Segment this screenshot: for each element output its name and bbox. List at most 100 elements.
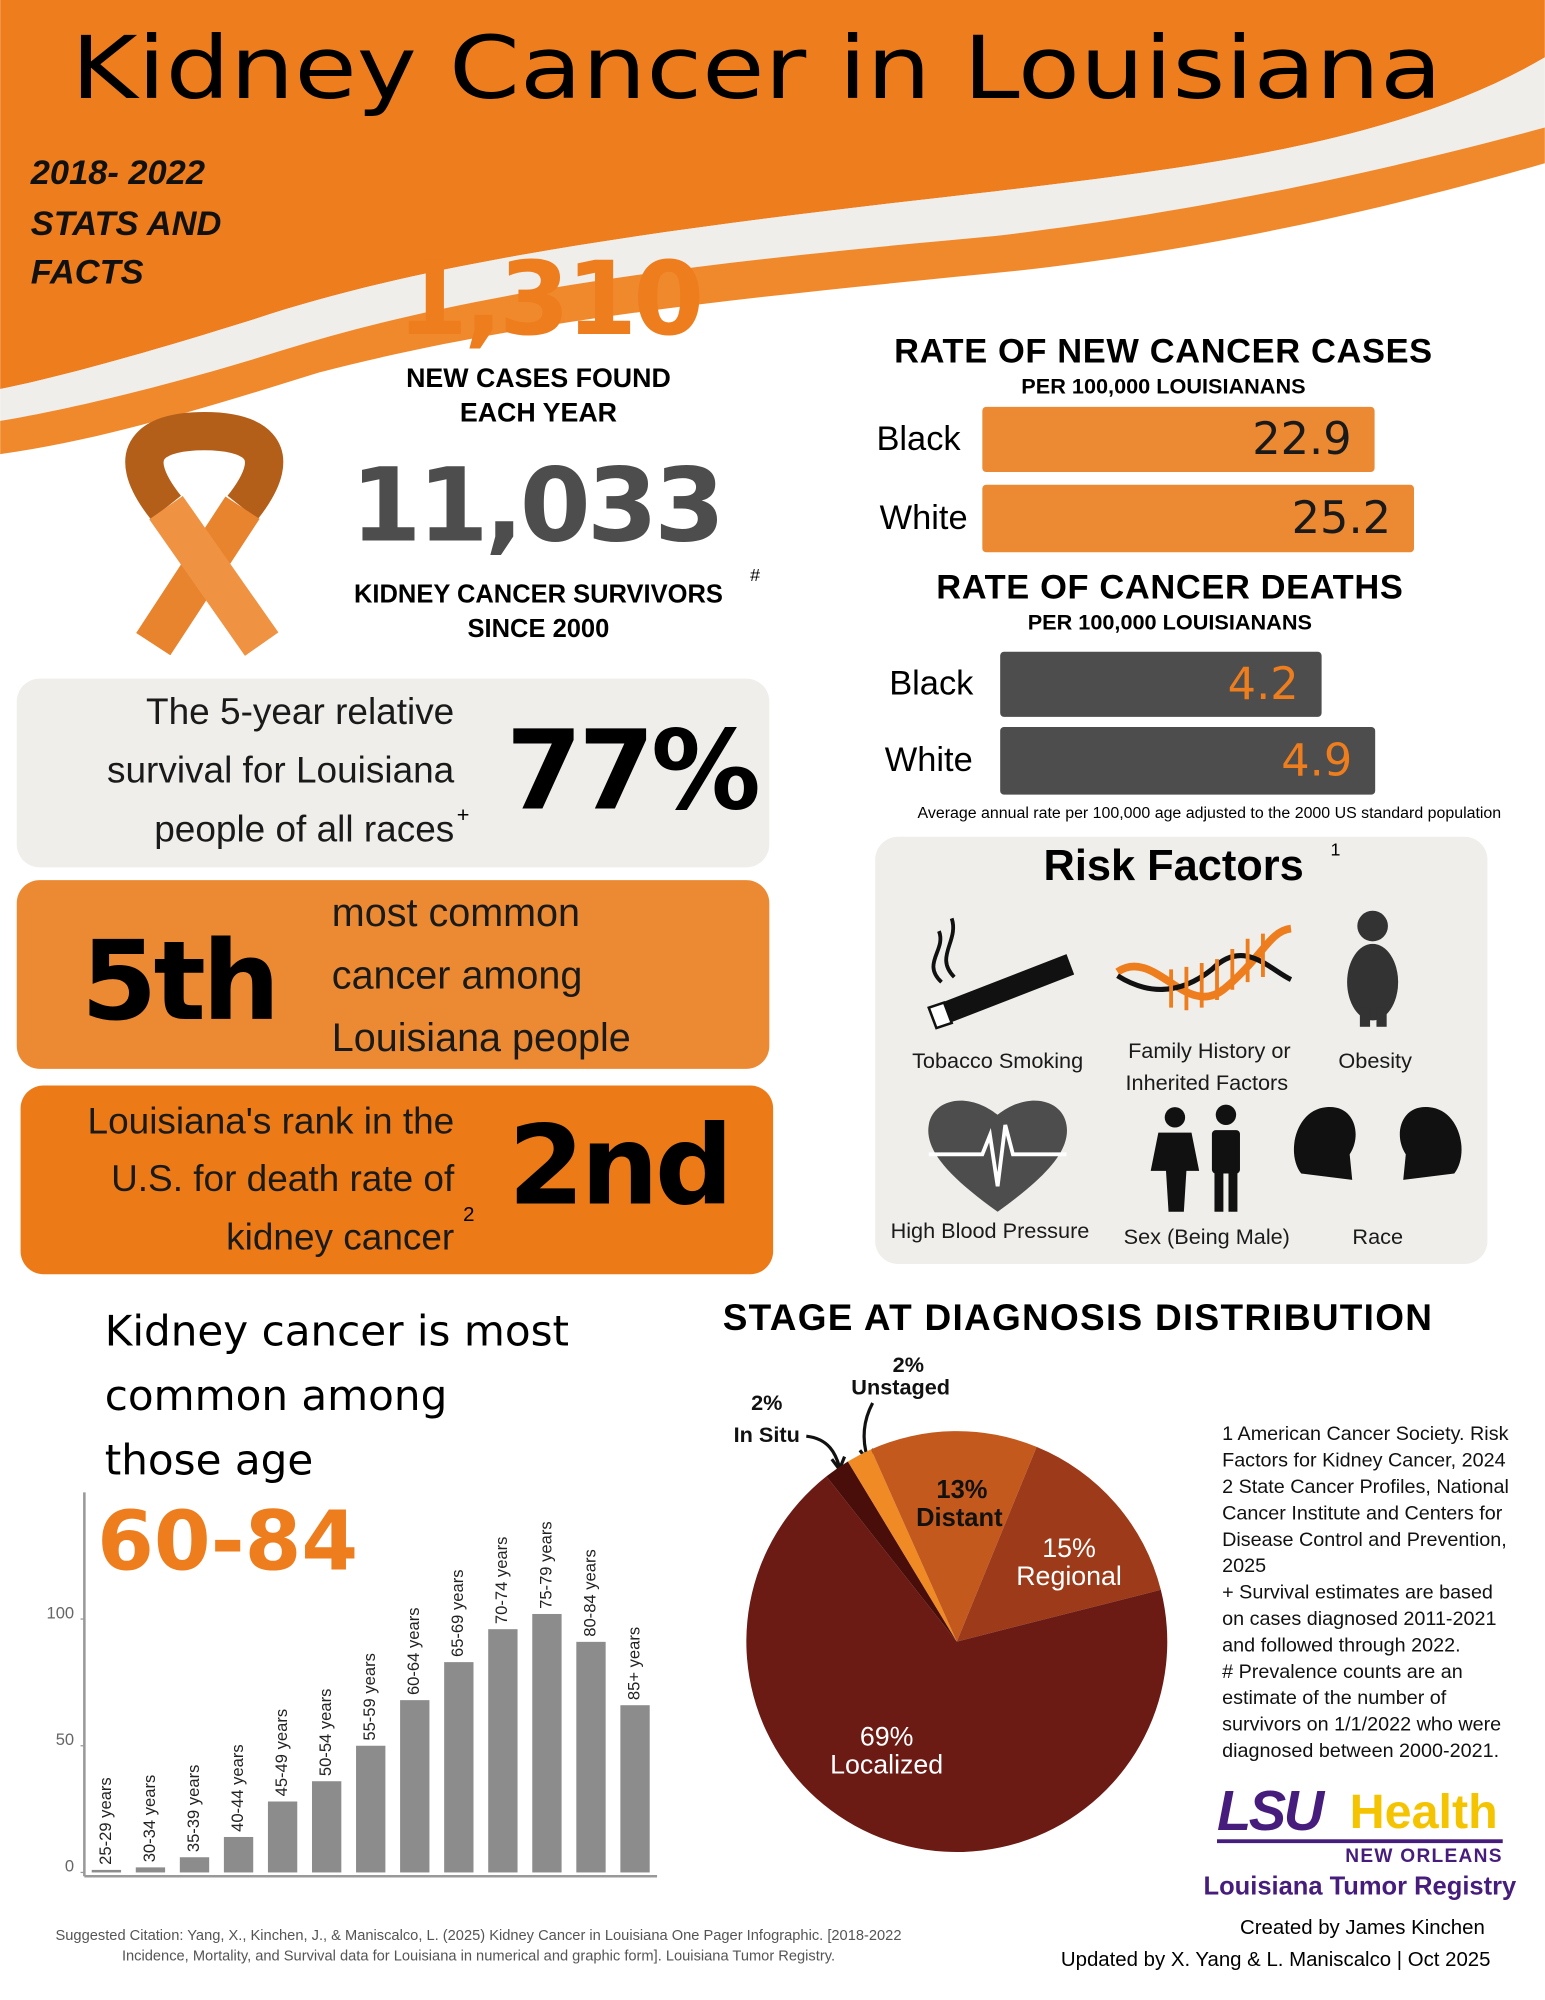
subtitle-line: STATS AND <box>31 205 222 243</box>
y-tick-label: 100 <box>46 1603 74 1622</box>
wave-band <box>0 57 1545 421</box>
risk-label: High Blood Pressure <box>891 1218 1090 1243</box>
x-category-label: 40-44 years <box>228 1744 247 1832</box>
cigarette-icon <box>927 917 1075 1030</box>
chart-title: those age <box>105 1436 313 1485</box>
slice-value-label: 13% <box>936 1476 987 1504</box>
bar <box>444 1662 474 1873</box>
slice-value-label: 15% <box>1042 1533 1096 1563</box>
slice-label: Localized <box>830 1750 943 1780</box>
value-label: 22.9 <box>1252 413 1351 465</box>
x-category-label: 45-49 years <box>272 1709 291 1797</box>
footnote-line: on cases diagnosed 2011-2021 <box>1222 1608 1496 1630</box>
text-line: survival for Louisiana <box>107 750 455 791</box>
text-line: cancer among <box>332 954 583 998</box>
bar <box>620 1705 650 1873</box>
y-tick-label: 0 <box>65 1857 74 1876</box>
rank-death: 2nd <box>508 1102 729 1230</box>
footnote-line: survivors on 1/1/2022 who were <box>1222 1714 1501 1736</box>
pie-slice <box>826 1461 957 1642</box>
x-category-label: 65-69 years <box>448 1569 467 1657</box>
bar <box>267 1801 298 1873</box>
x-category-label: 30-34 years <box>140 1775 159 1863</box>
category-label: White <box>880 499 968 537</box>
x-category-label: 60-64 years <box>404 1607 423 1695</box>
logo-health: Health <box>1350 1785 1498 1839</box>
chart-subtitle: PER 100,000 LOUISIANANS <box>1021 373 1305 398</box>
value-label: 4.9 <box>1281 734 1352 786</box>
survival-text: The 5-year relative survival for Louisia… <box>107 691 455 849</box>
risk-label: Tobacco Smoking <box>912 1048 1083 1073</box>
rate-note: Average annual rate per 100,000 age adju… <box>918 805 1502 822</box>
x-category-label: 85+ years <box>624 1627 643 1700</box>
footnote-line: Disease Control and Prevention, <box>1222 1529 1507 1551</box>
bar <box>179 1857 210 1873</box>
bar <box>982 406 1375 472</box>
bar <box>135 1867 166 1873</box>
footnote-mark: 1 <box>1331 839 1341 859</box>
footnote-line: Factors for Kidney Cancer, 2024 <box>1222 1450 1505 1472</box>
bar <box>1000 651 1322 717</box>
page-title: Kidney Cancer in Louisiana <box>71 18 1442 119</box>
bar <box>311 1781 342 1873</box>
risk-title: Risk Factors <box>1044 842 1304 890</box>
couple-icon <box>1150 1104 1240 1212</box>
bar <box>488 1629 518 1873</box>
pie-slice <box>746 1476 1168 1853</box>
x-category-label: 80-84 years <box>580 1549 599 1637</box>
category-label: Black <box>889 665 974 703</box>
chart-title: common among <box>105 1371 448 1420</box>
chart-title: RATE OF CANCER DEATHS <box>936 568 1403 606</box>
survivors-label: SINCE 2000 <box>468 615 610 643</box>
subtitle: 2018- 2022 STATS AND FACTS <box>30 154 222 291</box>
slice-value-label: 2% <box>893 1352 924 1377</box>
rank-death-text: Louisiana's rank in the U.S. for death r… <box>88 1100 455 1257</box>
slice-value-label: 2% <box>751 1390 782 1415</box>
pie-slice <box>847 1449 957 1642</box>
x-category-label: 35-39 years <box>184 1765 203 1853</box>
text-line: people of all races <box>154 808 454 849</box>
new-cases: 1,310 <box>397 240 701 359</box>
x-category-label: 75-79 years <box>536 1521 555 1609</box>
text-line: U.S. for death rate of <box>111 1158 455 1199</box>
ribbon-icon <box>125 411 284 656</box>
footnotes: 1 American Cancer Society. Risk Factors f… <box>1222 1423 1509 1762</box>
text-line: Louisiana people <box>332 1016 631 1060</box>
footnote-line: 2 State Cancer Profiles, National <box>1222 1476 1509 1498</box>
footnote-mark: # <box>750 565 760 585</box>
category-label: White <box>885 741 973 779</box>
rank-box <box>16 880 770 1069</box>
footnote-line: + Survival estimates are based <box>1222 1582 1493 1604</box>
bar <box>223 1836 254 1873</box>
wave-lower <box>0 127 1545 455</box>
obesity-icon <box>1347 910 1399 1027</box>
pie-slice <box>871 1431 1037 1642</box>
rank-death-box <box>20 1085 774 1275</box>
bar <box>1000 727 1376 795</box>
risk-label: Race <box>1352 1224 1403 1249</box>
credit: Updated by X. Yang & L. Maniscalco | Oct… <box>1061 1949 1491 1971</box>
chart-subtitle: PER 100,000 LOUISIANANS <box>1028 609 1312 634</box>
chart-highlight: 60-84 <box>97 1495 358 1590</box>
y-tick-label: 50 <box>56 1730 74 1749</box>
risk-label: Inherited Factors <box>1125 1070 1288 1095</box>
survivors-label: KIDNEY CANCER SURVIVORS <box>354 580 723 608</box>
slice-label: Distant <box>916 1504 1003 1532</box>
logo-rule <box>1217 1839 1503 1844</box>
new-cases-label: NEW CASES FOUND <box>406 363 671 393</box>
subtitle-line: FACTS <box>31 253 144 291</box>
bar <box>400 1700 430 1873</box>
bar <box>982 484 1414 553</box>
rank-common: 5th <box>81 917 276 1045</box>
citation: Suggested Citation: Yang, X., Kinchen, J… <box>56 1928 902 1944</box>
risk-label: Obesity <box>1338 1048 1412 1073</box>
value-label: 4.2 <box>1228 658 1299 710</box>
credit: Created by James Kinchen <box>1240 1917 1485 1939</box>
logo-city: NEW ORLEANS <box>1345 1846 1502 1867</box>
slice-label: In Situ <box>734 1422 800 1447</box>
value-label: 25.2 <box>1292 492 1391 544</box>
bar <box>91 1869 122 1873</box>
survival-box <box>16 678 770 868</box>
footnote-line: diagnosed between 2000-2021. <box>1222 1740 1499 1762</box>
